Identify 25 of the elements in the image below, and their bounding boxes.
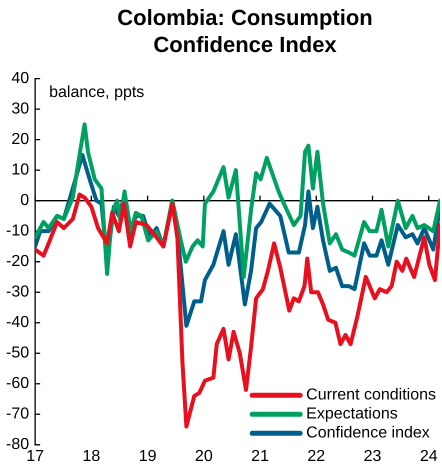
x-tick-label: 19 (138, 448, 157, 465)
legend-label: Confidence index (306, 424, 430, 442)
y-tick-label: -20 (6, 253, 30, 270)
y-tick-label: 10 (11, 162, 30, 179)
y-tick-label: -50 (6, 344, 30, 362)
y-tick-label: 30 (11, 100, 30, 118)
y-tick-label: 40 (11, 70, 30, 88)
x-tick-label: 24 (420, 448, 438, 465)
y-tick-label: 0 (20, 192, 30, 210)
x-tick-label: 17 (26, 448, 44, 465)
x-tick-label: 18 (82, 448, 100, 465)
chart-title: Colombia: Consumption Confidence Index (116, 4, 374, 58)
legend-label: Current conditions (306, 386, 436, 404)
x-tick-label: 23 (364, 448, 382, 465)
annotation: balance, ppts (49, 84, 144, 102)
y-tick-label: -60 (6, 375, 30, 392)
y-tick-label: 20 (11, 131, 30, 148)
legend-label: Expectations (306, 406, 398, 423)
y-tick-label: -40 (6, 314, 30, 332)
y-tick-label: -70 (6, 406, 30, 423)
y-tick-label: -30 (6, 284, 30, 301)
x-tick-label: 20 (194, 448, 213, 465)
y-tick-label: -10 (6, 222, 30, 240)
x-tick-label: 22 (307, 448, 326, 465)
x-tick-label: 21 (251, 448, 270, 465)
